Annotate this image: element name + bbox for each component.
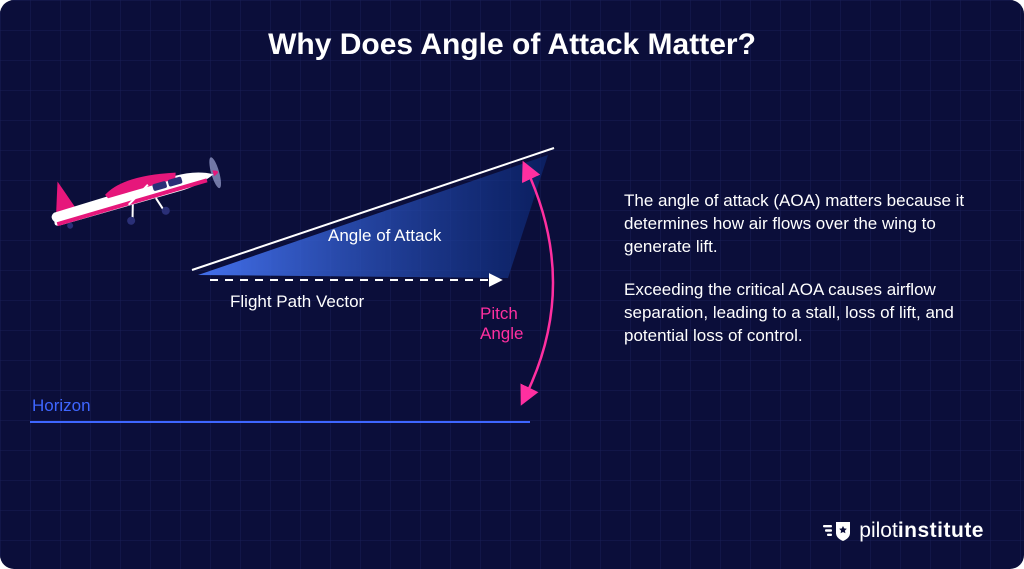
aoa-diagram: Angle of Attack Flight Path Vector Pitch… [30, 100, 590, 460]
aoa-wedge [198, 155, 548, 278]
flight-path-label: Flight Path Vector [230, 292, 364, 312]
page-title: Why Does Angle of Attack Matter? [0, 28, 1024, 62]
pitch-angle-label: PitchAngle [480, 304, 523, 344]
description-text: The angle of attack (AOA) matters becaus… [624, 190, 974, 368]
description-para2: Exceeding the critical AOA causes airflo… [624, 279, 974, 348]
horizon-label: Horizon [32, 396, 91, 416]
shield-wing-icon [823, 520, 853, 542]
infographic-card: Why Does Angle of Attack Matter? [0, 0, 1024, 569]
airplane-icon [43, 138, 227, 245]
description-para1: The angle of attack (AOA) matters becaus… [624, 190, 974, 259]
brand-prefix: pilot [859, 519, 898, 542]
brand-text: pilotinstitute [859, 519, 984, 543]
brand-suffix: institute [898, 519, 984, 542]
aoa-label: Angle of Attack [328, 226, 441, 246]
brand-logo: pilotinstitute [823, 519, 984, 543]
